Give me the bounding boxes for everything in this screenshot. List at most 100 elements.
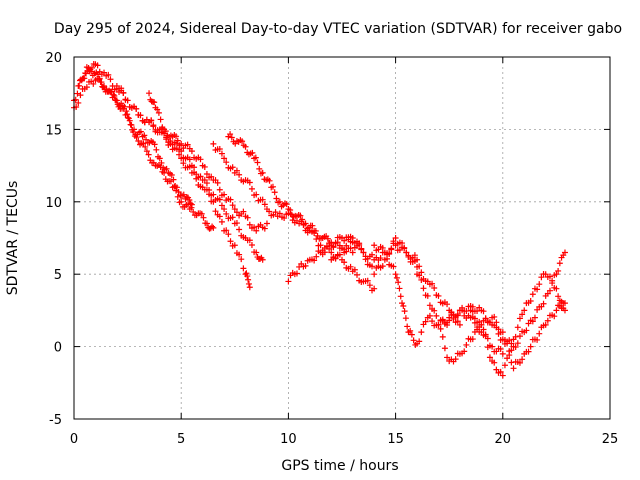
data-point: [253, 191, 260, 198]
data-point: [519, 311, 526, 318]
data-point: [426, 312, 433, 319]
data-point: [246, 221, 253, 228]
data-point: [201, 176, 208, 183]
data-point: [499, 336, 506, 343]
data-point: [323, 243, 330, 250]
data-point: [405, 253, 412, 260]
data-point: [227, 238, 234, 245]
x-tick-label: 20: [495, 432, 512, 447]
data-point: [218, 150, 225, 157]
data-point: [261, 225, 268, 232]
data-points: [71, 60, 568, 379]
data-point: [397, 293, 404, 300]
data-point: [506, 337, 513, 344]
data-point: [240, 208, 247, 215]
data-point: [534, 336, 541, 343]
data-point: [512, 333, 519, 340]
data-point: [469, 336, 476, 343]
data-point: [556, 260, 563, 267]
data-point: [227, 131, 234, 138]
data-point: [399, 240, 406, 247]
data-point: [516, 359, 523, 366]
data-point: [246, 179, 253, 186]
data-point: [221, 191, 228, 198]
data-point: [431, 307, 438, 314]
data-point: [210, 140, 217, 147]
data-point: [238, 256, 245, 263]
data-point: [223, 227, 230, 234]
data-point: [401, 308, 408, 315]
data-point: [170, 176, 177, 183]
data-point: [231, 206, 238, 213]
data-point: [401, 245, 408, 252]
data-point: [334, 251, 341, 258]
data-point: [186, 156, 193, 163]
data-point: [163, 165, 170, 172]
data-point: [404, 323, 411, 330]
data-point: [124, 97, 131, 104]
data-point: [236, 171, 243, 178]
data-point: [276, 198, 283, 205]
data-point: [377, 255, 384, 262]
data-point: [184, 141, 191, 148]
data-point: [482, 315, 489, 322]
data-point: [197, 156, 204, 163]
data-point: [101, 69, 108, 76]
data-point: [510, 365, 517, 372]
data-point: [248, 241, 255, 248]
data-point: [148, 117, 155, 124]
data-point: [153, 146, 160, 153]
data-point: [311, 257, 318, 264]
data-point: [497, 345, 504, 352]
data-point: [246, 284, 253, 291]
data-point: [341, 246, 348, 253]
data-point: [203, 180, 210, 187]
data-point: [94, 62, 101, 69]
data-point: [158, 159, 165, 166]
data-point: [276, 210, 283, 217]
data-point: [253, 227, 260, 234]
data-point: [332, 255, 339, 262]
data-point: [422, 318, 429, 325]
data-point: [424, 292, 431, 299]
data-point: [561, 307, 568, 314]
data-point: [269, 183, 276, 190]
data-point: [546, 287, 553, 294]
data-point: [248, 185, 255, 192]
data-point: [555, 267, 562, 274]
data-point: [243, 270, 250, 277]
data-point: [254, 159, 261, 166]
data-point: [553, 285, 560, 292]
data-point: [80, 75, 87, 82]
data-point: [459, 304, 466, 311]
data-point: [253, 249, 260, 256]
data-point: [110, 91, 117, 98]
data-point: [180, 191, 187, 198]
data-point: [216, 146, 223, 153]
data-point: [77, 92, 84, 99]
series-track-5: [146, 90, 270, 234]
data-point: [546, 273, 553, 280]
data-point: [143, 148, 150, 155]
data-point: [371, 271, 378, 278]
data-point: [197, 173, 204, 180]
data-point: [90, 80, 97, 87]
data-point: [529, 318, 536, 325]
data-point: [259, 169, 266, 176]
data-point: [347, 263, 354, 270]
data-point: [188, 148, 195, 155]
data-point: [140, 140, 147, 147]
data-point: [444, 301, 451, 308]
data-point: [133, 134, 140, 141]
axis-ticks: 0 5 10 15 20 25 -5 0 5 10 15 20: [45, 51, 618, 447]
data-point: [476, 318, 483, 325]
data-point: [190, 208, 197, 215]
data-point: [167, 137, 174, 144]
data-point: [259, 196, 266, 203]
data-point: [456, 321, 463, 328]
data-point: [227, 196, 234, 203]
data-point: [155, 109, 162, 116]
data-point: [178, 198, 185, 205]
data-point: [553, 307, 560, 314]
